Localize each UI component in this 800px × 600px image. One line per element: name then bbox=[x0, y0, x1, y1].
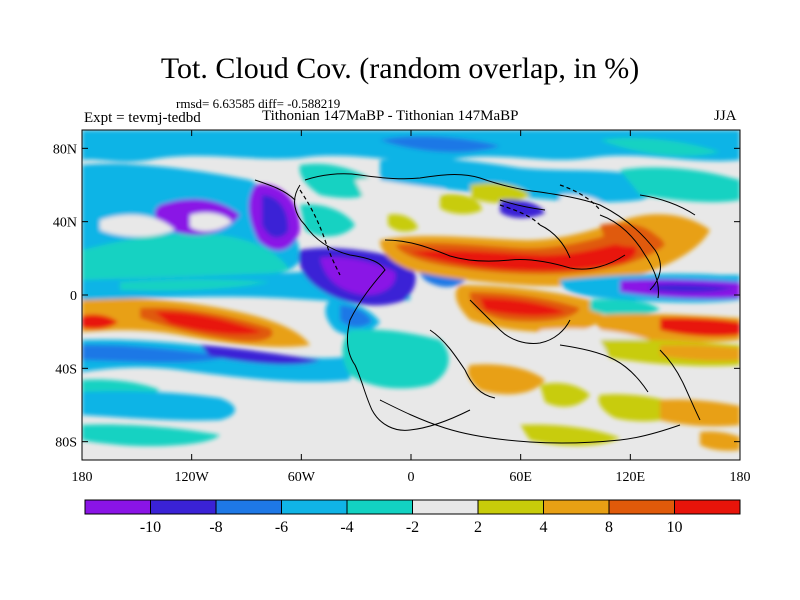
colorbar-label: 8 bbox=[605, 519, 613, 536]
x-tick-label: 180 bbox=[730, 470, 751, 485]
colorbar-label: -2 bbox=[406, 519, 419, 536]
y-tick-label: 40S bbox=[55, 362, 77, 377]
colorbar-label: -4 bbox=[340, 519, 353, 536]
y-tick-label: 40N bbox=[53, 216, 77, 231]
stats-text: rmsd= 6.63585 diff= -0.588219 bbox=[176, 96, 341, 111]
season-label: JJA bbox=[714, 108, 737, 124]
colorbar-label: -10 bbox=[140, 519, 161, 536]
colorbar-swatch bbox=[412, 499, 479, 515]
y-tick-label: 80S bbox=[55, 436, 77, 451]
colorbar-swatch bbox=[477, 499, 544, 515]
y-axis: 80N 40N 0 40S 80S bbox=[53, 142, 740, 451]
colorbar: -10 -8 -6 -4 -2 2 4 8 10 bbox=[84, 499, 741, 536]
x-tick-label: 180 bbox=[72, 470, 93, 485]
x-tick-label: 60W bbox=[288, 470, 316, 485]
x-tick-label: 0 bbox=[408, 470, 415, 485]
map-title: Tot. Cloud Cov. (random overlap, in %) bbox=[160, 52, 640, 85]
colorbar-label: -6 bbox=[275, 519, 288, 536]
x-tick-label: 120W bbox=[175, 470, 210, 485]
colorbar-label: 2 bbox=[474, 519, 482, 536]
x-axis: 180 120W 60W 0 60E 120E 180 bbox=[72, 130, 751, 485]
colorbar-swatch bbox=[215, 499, 282, 515]
colorbar-swatch bbox=[346, 499, 413, 515]
coastlines bbox=[254, 173, 701, 444]
experiment-label: Expt = tevmj-tedbd bbox=[84, 110, 201, 126]
x-tick-label: 60E bbox=[509, 470, 532, 485]
paleo-shoreline-dashed bbox=[299, 184, 601, 276]
colorbar-swatch bbox=[543, 499, 610, 515]
colorbar-swatch bbox=[674, 499, 741, 515]
anomaly-field bbox=[82, 130, 740, 460]
colorbar-label: -8 bbox=[209, 519, 222, 536]
colorbar-swatch bbox=[608, 499, 675, 515]
map-subtitle: Tithonian 147MaBP - Tithonian 147MaBP bbox=[262, 108, 519, 124]
y-tick-label: 80N bbox=[53, 142, 77, 157]
colorbar-swatch bbox=[150, 499, 217, 515]
colorbar-swatch bbox=[84, 499, 151, 515]
y-tick-label: 0 bbox=[70, 289, 77, 304]
x-tick-label: 120E bbox=[616, 470, 646, 485]
colorbar-label: 10 bbox=[667, 519, 683, 536]
colorbar-label: 4 bbox=[540, 519, 548, 536]
colorbar-swatch bbox=[281, 499, 348, 515]
